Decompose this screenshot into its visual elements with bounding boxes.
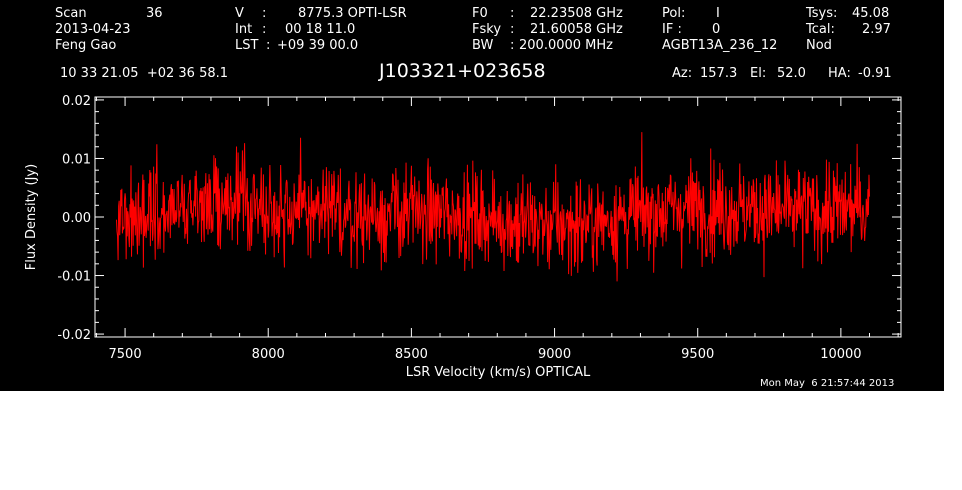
int-colon: : <box>262 22 267 37</box>
x-tick-label: 8500 <box>395 347 428 362</box>
spectrum-panel: Scan 36 V : 8775.3 OPTI-LSR F0 : 22.2350… <box>0 0 944 391</box>
f0-value: 22.23508 GHz <box>530 6 623 21</box>
y-axis-title: Flux Density (Jy) <box>24 164 39 270</box>
velocity-label: V <box>235 6 244 21</box>
x-tick-label: 10000 <box>820 347 861 362</box>
velocity-value: 8775.3 OPTI-LSR <box>298 6 407 21</box>
source-coordinates: 10 33 21.05 +02 36 58.1 <box>60 66 229 81</box>
bw-value: 200.0000 MHz <box>519 38 613 53</box>
x-tick-label: 7500 <box>109 347 142 362</box>
plot-timestamp: Mon May 6 21:57:44 2013 <box>760 378 895 389</box>
bw-colon: : <box>510 38 515 53</box>
project-id: AGBT13A_236_12 <box>662 38 778 53</box>
fsky-value: 21.60058 GHz <box>530 22 623 37</box>
chart-title: J103321+023658 <box>379 60 546 82</box>
y-tick-label: 0.01 <box>62 152 91 167</box>
y-tick-label: 0.02 <box>62 94 91 109</box>
tcal-value: 2.97 <box>862 22 891 37</box>
pol-value: I <box>716 6 720 21</box>
bw-label: BW <box>472 38 494 53</box>
velocity-colon: : <box>262 6 267 21</box>
if-label: IF : <box>662 22 682 37</box>
spectrum-series-line <box>115 132 870 282</box>
lst-value: +09 39 00.0 <box>277 38 359 53</box>
x-tick-label: 9500 <box>681 347 714 362</box>
x-tick-label: 9000 <box>538 347 571 362</box>
ha-label: HA: <box>828 66 851 81</box>
tsys-value: 45.08 <box>852 6 890 21</box>
pol-label: Pol: <box>662 6 686 21</box>
if-value: 0 <box>712 22 721 37</box>
el-label: El: <box>750 66 767 81</box>
ha-value: -0.91 <box>858 66 892 81</box>
scan-value: 36 <box>146 6 163 21</box>
el-value: 52.0 <box>777 66 806 81</box>
observer-name: Feng Gao <box>55 38 117 53</box>
tcal-label: Tcal: <box>806 22 835 37</box>
y-tick-label: -0.01 <box>57 270 91 285</box>
fsky-label: Fsky <box>472 22 502 37</box>
lst-label: LST <box>235 38 259 53</box>
x-tick-label: 8000 <box>252 347 285 362</box>
lst-colon: : <box>266 38 271 53</box>
y-tick-label: -0.02 <box>57 328 91 343</box>
y-tick-label: 0.00 <box>62 211 91 226</box>
fsky-colon: : <box>510 22 515 37</box>
x-axis-title: LSR Velocity (km/s) OPTICAL <box>406 365 591 380</box>
scan-label: Scan <box>55 6 87 21</box>
int-value: 00 18 11.0 <box>285 22 356 37</box>
f0-label: F0 <box>472 6 488 21</box>
observation-date: 2013-04-23 <box>55 22 131 37</box>
f0-colon: : <box>510 6 515 21</box>
int-label: Int <box>235 22 253 37</box>
az-label: Az: <box>672 66 693 81</box>
spectrum-chart: 7500 8000 8500 9000 9500 10000 -0.02 -0.01 0.00 0… <box>24 94 902 380</box>
az-value: 157.3 <box>700 66 738 81</box>
observing-mode: Nod <box>806 38 832 53</box>
tsys-label: Tsys: <box>806 6 838 21</box>
